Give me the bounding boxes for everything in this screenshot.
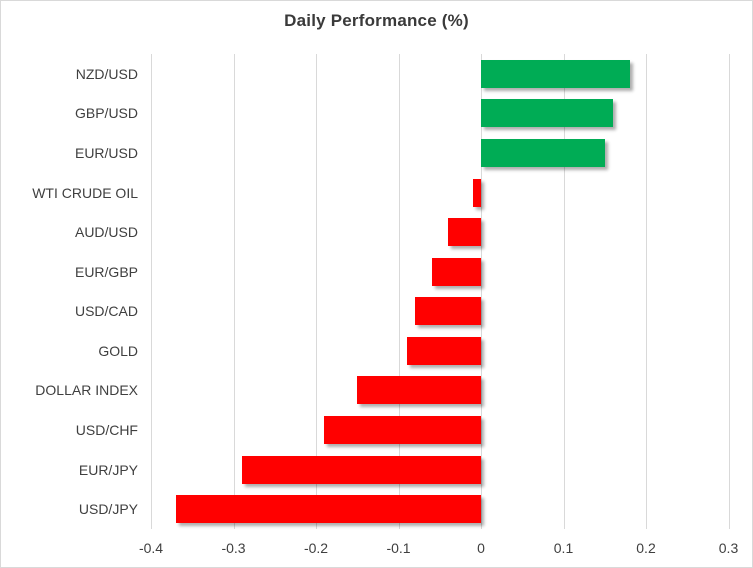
gridline: [316, 54, 317, 529]
gridline: [481, 54, 482, 529]
bar-nzd-usd: [481, 59, 630, 88]
bar-eur-usd: [481, 138, 605, 167]
x-tick-label: -0.2: [303, 540, 329, 556]
bar-usd-cad: [415, 297, 481, 326]
gridline: [233, 54, 235, 529]
plot-area: [151, 54, 730, 529]
x-tick-label: -0.1: [386, 540, 411, 556]
category-label: NZD/USD: [75, 65, 138, 82]
gridline: [646, 54, 647, 529]
category-label: DOLLAR INDEX: [35, 382, 138, 399]
category-label: EUR/GBP: [74, 263, 138, 280]
category-label: USD/CHF: [75, 422, 138, 439]
value-axis: -0.4 -0.3 -0.2 -0.1 0 0.1 0.2 0.3: [1, 540, 752, 558]
category-label: AUD/USD: [74, 224, 138, 241]
x-tick-label: 0.1: [553, 540, 574, 556]
category-label: WTI CRUDE OIL: [32, 184, 138, 201]
bar-gold: [406, 336, 481, 365]
x-tick-label: -0.4: [138, 540, 164, 556]
x-tick-label: 0: [477, 540, 485, 556]
category-label: EUR/USD: [74, 144, 138, 161]
category-label: EUR/JPY: [78, 461, 138, 478]
bar-aud-usd: [448, 218, 481, 247]
bar-usd-chf: [324, 416, 481, 445]
category-label: USD/JPY: [78, 501, 138, 518]
bar-wti-crude-oil: [472, 178, 481, 207]
x-tick-label: 0.2: [636, 540, 656, 556]
x-tick-label: 0.3: [718, 540, 739, 556]
gridline: [563, 54, 565, 529]
category-axis: NZD/USD GBP/USD EUR/USD WTI CRUDE OIL AUD/US…: [1, 54, 138, 529]
bar-usd-jpy: [175, 495, 481, 524]
bar-dollar-index: [357, 376, 481, 405]
gridline: [151, 54, 152, 529]
category-label: GBP/USD: [74, 105, 138, 122]
category-label: GOLD: [98, 342, 138, 359]
gridline: [728, 54, 730, 529]
gridline: [398, 54, 400, 529]
chart-title: Daily Performance (%): [284, 11, 469, 30]
x-tick-label: -0.3: [221, 540, 246, 556]
bar-eur-gbp: [431, 257, 481, 286]
category-label: USD/CAD: [74, 303, 138, 320]
bar-eur-jpy: [241, 455, 481, 484]
bar-gbp-usd: [481, 99, 613, 128]
